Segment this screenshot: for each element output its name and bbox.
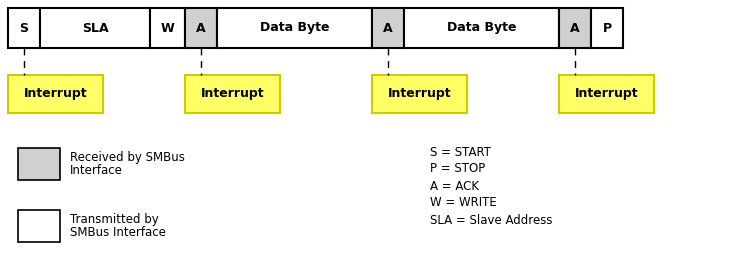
- Text: Interrupt: Interrupt: [201, 88, 264, 101]
- Text: Interrupt: Interrupt: [24, 88, 87, 101]
- Bar: [18, 210, 60, 242]
- Text: P = STOP: P = STOP: [430, 163, 485, 176]
- Text: A: A: [383, 21, 393, 34]
- Bar: [559, 75, 654, 113]
- Text: W = WRITE: W = WRITE: [430, 196, 497, 209]
- Text: Interface: Interface: [70, 164, 123, 177]
- Text: P: P: [602, 21, 611, 34]
- Bar: [185, 8, 217, 48]
- Bar: [217, 8, 372, 48]
- Text: Data Byte: Data Byte: [260, 21, 329, 34]
- Text: A: A: [571, 21, 580, 34]
- Bar: [8, 8, 40, 48]
- Bar: [372, 75, 467, 113]
- Bar: [40, 8, 150, 48]
- Text: S = START: S = START: [430, 146, 491, 159]
- Text: W: W: [161, 21, 175, 34]
- Bar: [591, 8, 623, 48]
- Bar: [372, 8, 404, 48]
- Text: Data Byte: Data Byte: [447, 21, 517, 34]
- Bar: [8, 75, 103, 113]
- Text: Received by SMBus: Received by SMBus: [70, 151, 185, 164]
- Text: Transmitted by: Transmitted by: [70, 213, 159, 226]
- Text: SLA = Slave Address: SLA = Slave Address: [430, 214, 553, 227]
- Text: S: S: [19, 21, 29, 34]
- Text: Interrupt: Interrupt: [575, 88, 639, 101]
- Text: A = ACK: A = ACK: [430, 179, 479, 192]
- Text: SMBus Interface: SMBus Interface: [70, 226, 166, 239]
- Bar: [185, 75, 280, 113]
- Text: Interrupt: Interrupt: [388, 88, 451, 101]
- Text: SLA: SLA: [81, 21, 108, 34]
- Bar: [559, 8, 591, 48]
- Bar: [404, 8, 559, 48]
- Text: A: A: [196, 21, 206, 34]
- Bar: [18, 148, 60, 180]
- Bar: [150, 8, 185, 48]
